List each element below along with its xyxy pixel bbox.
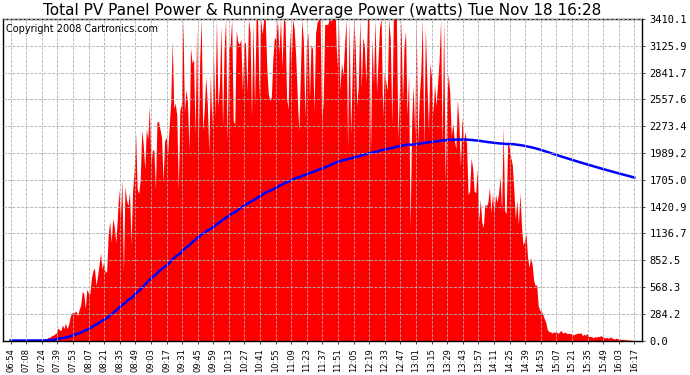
Text: Copyright 2008 Cartronics.com: Copyright 2008 Cartronics.com (6, 24, 158, 34)
Title: Total PV Panel Power & Running Average Power (watts) Tue Nov 18 16:28: Total PV Panel Power & Running Average P… (43, 3, 602, 18)
